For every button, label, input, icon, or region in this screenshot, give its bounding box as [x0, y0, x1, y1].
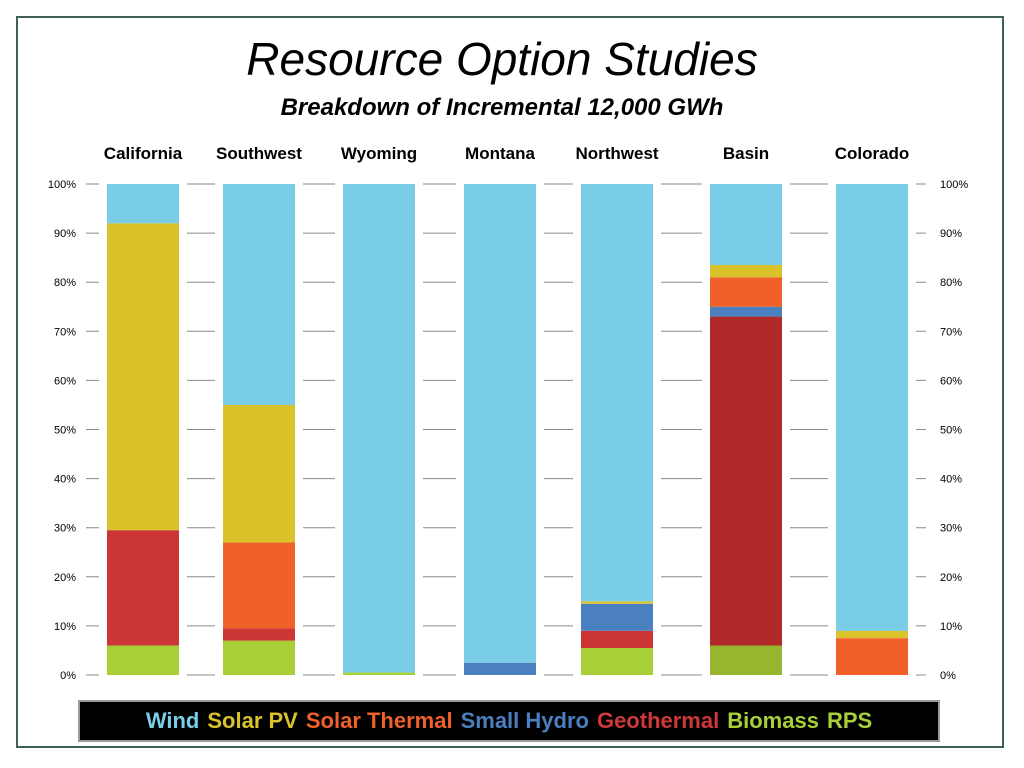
bar-california-wind: [107, 184, 179, 224]
bar-colorado-solar-thermal: [836, 638, 908, 675]
slide-frame: [16, 16, 1004, 748]
bar-montana-small-hydro: [464, 662, 536, 675]
stacked-bar-chart: 0% 0% 10% 10% 20% 20% 30% 30% 40% 40% 50% 50% 60% 60%…: [48, 144, 968, 682]
legend-wind: Wind: [145, 708, 200, 733]
y-tick-label-left: 70%: [54, 326, 76, 338]
y-tick-label-right: 40%: [940, 474, 962, 486]
bar-southwest-solar-pv: [223, 404, 295, 543]
bar-california-solar-pv: [107, 223, 179, 531]
category-label-basin: Basin: [723, 144, 769, 163]
legend: Wind Solar PV Solar Thermal Small Hydro …: [78, 700, 940, 742]
bar-wyoming-wind: [343, 184, 415, 673]
bar-northwest-biomass: [581, 647, 653, 675]
bar-basin-solar-pv: [710, 265, 782, 278]
y-tick-label-left: 60%: [54, 375, 76, 387]
y-tick-label-right: 80%: [940, 277, 962, 289]
y-tick-label-right: 90%: [940, 228, 962, 240]
y-tick-label-right: 20%: [940, 572, 962, 584]
bar-southwest-geothermal: [223, 628, 295, 641]
bar-basin-biomass: [710, 645, 782, 675]
y-tick-label-right: 70%: [940, 326, 962, 338]
y-tick-label-right: 100%: [940, 179, 968, 191]
bar-southwest-solar-thermal: [223, 542, 295, 629]
category-label-california: California: [104, 144, 183, 163]
bar-basin-wind: [710, 184, 782, 266]
legend-small-hydro: Small Hydro: [460, 708, 589, 733]
category-label-wyoming: Wyoming: [341, 144, 417, 163]
legend-solar-pv: Solar PV: [207, 708, 298, 733]
y-tick-label-left: 40%: [54, 474, 76, 486]
bar-colorado-solar-pv: [836, 630, 908, 639]
bar-northwest-wind: [581, 184, 653, 602]
bar-northwest-solar-pv: [581, 601, 653, 604]
chart-subtitle: Breakdown of Incremental 12,000 GWh: [280, 94, 724, 121]
bar-southwest-biomass: [223, 640, 295, 675]
y-tick-label-right: 10%: [940, 621, 962, 633]
bar-southwest-wind: [223, 184, 295, 405]
bar-basin-geothermal: [710, 316, 782, 646]
y-tick-label-right: 50%: [940, 425, 962, 437]
y-tick-label-left: 50%: [54, 425, 76, 437]
category-label-southwest: Southwest: [216, 144, 302, 163]
legend-solar-thermal: Solar Thermal: [305, 708, 453, 733]
y-tick-label-left: 20%: [54, 572, 76, 584]
y-tick-label-left: 0%: [60, 670, 76, 682]
category-label-montana: Montana: [465, 144, 535, 163]
y-tick-label-left: 90%: [54, 228, 76, 240]
bar-northwest-geothermal: [581, 630, 653, 648]
legend-biomass: Biomass: [727, 708, 819, 733]
bar-colorado-wind: [836, 184, 908, 631]
bar-basin-solar-thermal: [710, 277, 782, 307]
y-tick-label-left: 100%: [48, 179, 76, 191]
bar-montana-wind: [464, 184, 536, 663]
bar-california-biomass: [107, 645, 179, 675]
y-tick-label-right: 0%: [940, 670, 956, 682]
category-label-colorado: Colorado: [835, 144, 910, 163]
chart-title: Resource Option Studies: [246, 33, 758, 85]
bar-northwest-small-hydro: [581, 603, 653, 631]
bar-basin-small-hydro: [710, 306, 782, 317]
bar-wyoming-biomass: [343, 672, 415, 675]
y-tick-label-left: 10%: [54, 621, 76, 633]
legend-rps: RPS: [826, 708, 873, 733]
y-tick-label-right: 60%: [940, 375, 962, 387]
y-tick-label-left: 30%: [54, 523, 76, 535]
y-tick-label-left: 80%: [54, 277, 76, 289]
y-tick-label-right: 30%: [940, 523, 962, 535]
category-label-northwest: Northwest: [575, 144, 658, 163]
legend-geothermal: Geothermal: [596, 708, 720, 733]
bar-california-geothermal: [107, 530, 179, 646]
